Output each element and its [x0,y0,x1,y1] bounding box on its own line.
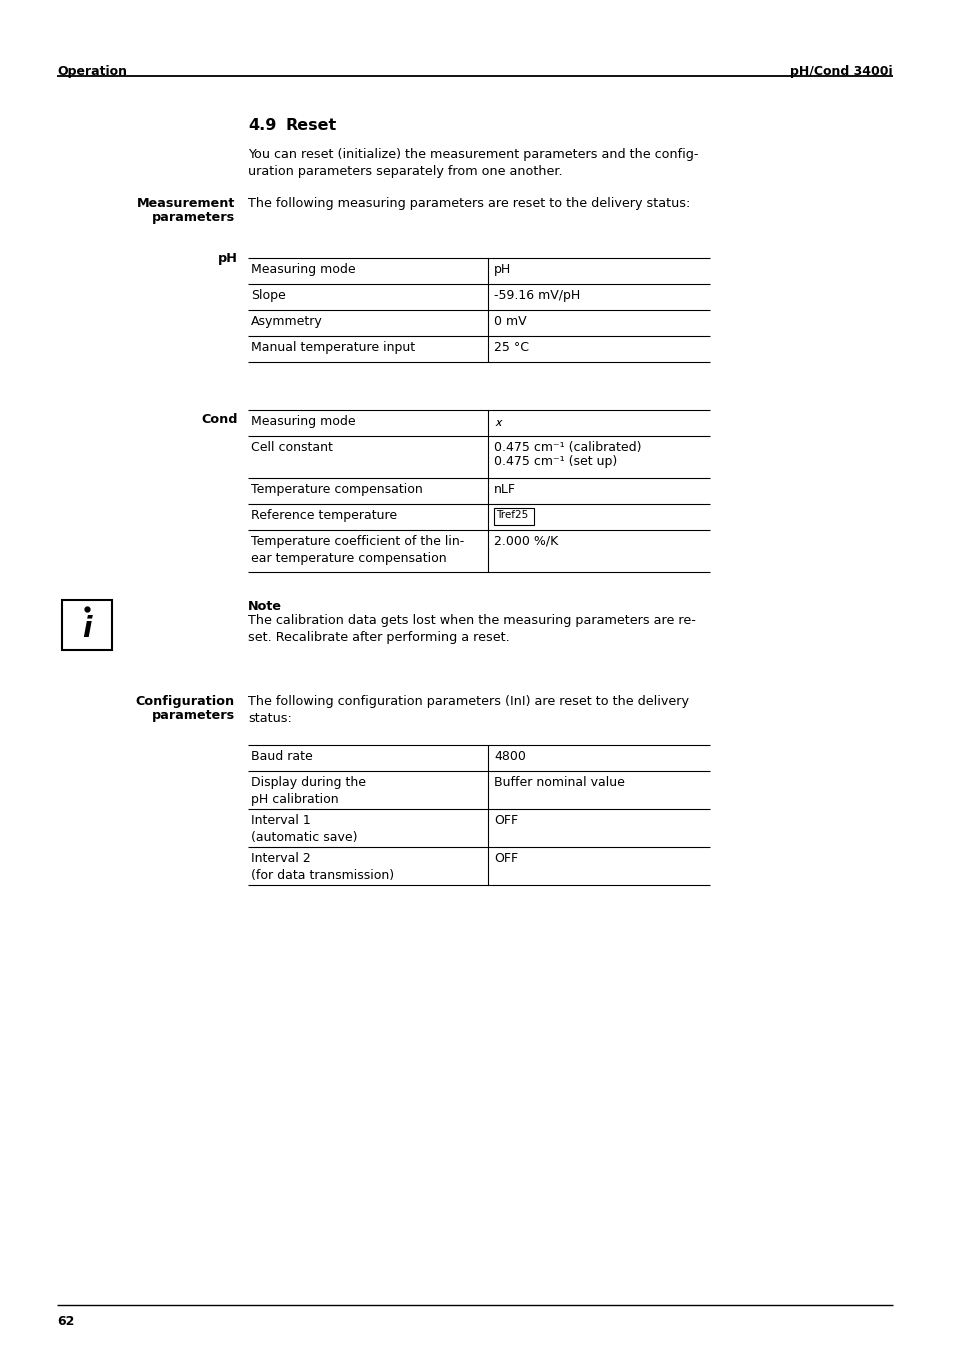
Text: Interval 2
(for data transmission): Interval 2 (for data transmission) [251,852,394,882]
Text: Measurement: Measurement [136,197,234,209]
Text: parameters: parameters [152,211,234,224]
Text: The calibration data gets lost when the measuring parameters are re-
set. Recali: The calibration data gets lost when the … [248,613,695,644]
Text: Reset: Reset [286,118,337,132]
Text: Tref25: Tref25 [496,509,528,520]
Text: 4800: 4800 [494,750,525,763]
Text: pH/Cond 3400i: pH/Cond 3400i [789,65,892,78]
Text: Temperature compensation: Temperature compensation [251,484,422,496]
Text: OFF: OFF [494,815,517,827]
Text: nLF: nLF [494,484,516,496]
Text: Reference temperature: Reference temperature [251,509,396,521]
Text: Configuration: Configuration [135,694,234,708]
Bar [62,600,112,650]
Text: Cond: Cond [201,413,237,426]
Text: $\mathcal{x}$: $\mathcal{x}$ [494,415,503,430]
Text: Baud rate: Baud rate [251,750,313,763]
Text: Cell constant: Cell constant [251,440,333,454]
Text: Buffer nominal value: Buffer nominal value [494,775,624,789]
Text: 4.9: 4.9 [248,118,276,132]
Text: Asymmetry: Asymmetry [251,315,322,328]
Text: parameters: parameters [152,709,234,721]
Text: Display during the
pH calibration: Display during the pH calibration [251,775,366,807]
Text: You can reset (initialize) the measurement parameters and the config-
uration pa: You can reset (initialize) the measureme… [248,149,698,178]
Text: 25 °C: 25 °C [494,340,529,354]
Text: pH: pH [494,263,511,276]
Text: Interval 1
(automatic save): Interval 1 (automatic save) [251,815,357,844]
Text: -59.16 mV/pH: -59.16 mV/pH [494,289,579,303]
Text: OFF: OFF [494,852,517,865]
Text: 62: 62 [57,1315,74,1328]
Text: pH: pH [218,253,237,265]
Text: 0.475 cm⁻¹ (calibrated): 0.475 cm⁻¹ (calibrated) [494,440,640,454]
Text: Temperature coefficient of the lin-
ear temperature compensation: Temperature coefficient of the lin- ear … [251,535,464,565]
Text: 0 mV: 0 mV [494,315,526,328]
Text: 2.000 %/K: 2.000 %/K [494,535,558,549]
Text: Slope: Slope [251,289,286,303]
Text: The following measuring parameters are reset to the delivery status:: The following measuring parameters are r… [248,197,690,209]
Text: The following configuration parameters (InI) are reset to the delivery
status:: The following configuration parameters (… [248,694,688,725]
Text: Manual temperature input: Manual temperature input [251,340,415,354]
Text: Note: Note [248,600,282,613]
Text: Measuring mode: Measuring mode [251,263,355,276]
Bar [494,508,534,526]
Text: Measuring mode: Measuring mode [251,415,355,428]
Text: 0.475 cm⁻¹ (set up): 0.475 cm⁻¹ (set up) [494,455,617,467]
Text: i: i [82,615,91,643]
Text: Operation: Operation [57,65,127,78]
